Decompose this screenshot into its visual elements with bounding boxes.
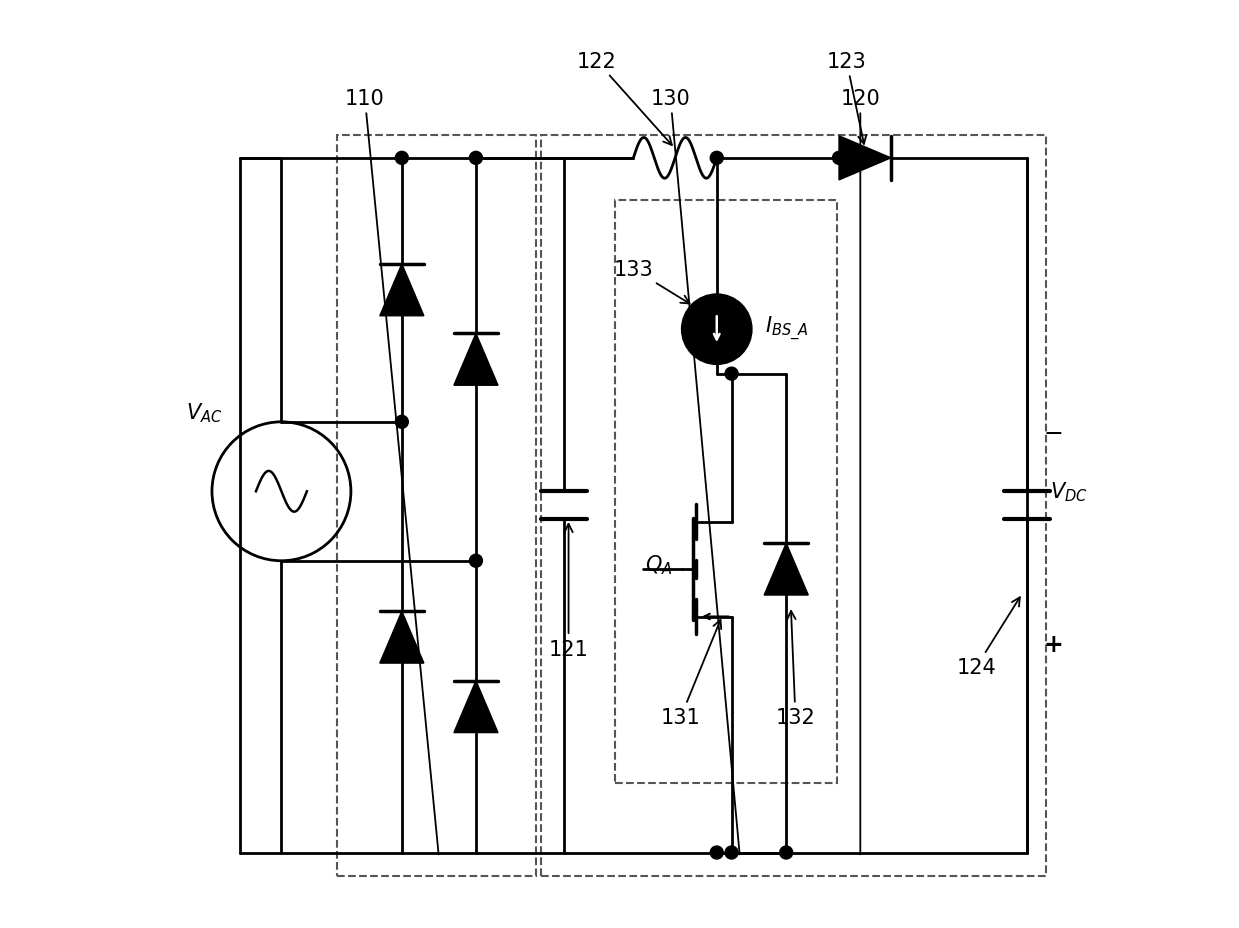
Circle shape xyxy=(710,846,724,859)
Text: $I_{BS\_A}$: $I_{BS\_A}$ xyxy=(764,314,809,342)
Circle shape xyxy=(779,846,793,859)
Circle shape xyxy=(395,152,409,165)
Bar xyxy=(540,135,1046,876)
Text: 121: 121 xyxy=(549,524,589,659)
Text: +: + xyxy=(1043,632,1063,656)
Text: 110: 110 xyxy=(344,88,439,855)
Circle shape xyxy=(681,295,752,365)
Text: 133: 133 xyxy=(613,260,690,304)
Circle shape xyxy=(833,152,845,165)
Text: 132: 132 xyxy=(776,612,815,728)
Text: 122: 122 xyxy=(576,52,672,146)
Polygon shape xyxy=(453,334,498,386)
Circle shape xyxy=(710,152,724,165)
Bar xyxy=(337,135,536,876)
Circle shape xyxy=(725,846,738,859)
Text: $V_{AC}$: $V_{AC}$ xyxy=(186,401,223,425)
Circle shape xyxy=(395,416,409,429)
Polygon shape xyxy=(453,681,498,733)
Polygon shape xyxy=(839,136,891,181)
Text: $-$: $-$ xyxy=(1043,419,1063,444)
Bar xyxy=(615,200,838,783)
Text: 120: 120 xyxy=(840,88,880,855)
Polygon shape xyxy=(764,544,808,596)
Text: 123: 123 xyxy=(826,52,866,145)
Circle shape xyxy=(470,152,482,165)
Circle shape xyxy=(470,555,482,568)
Text: 130: 130 xyxy=(650,88,740,855)
Text: 131: 131 xyxy=(660,620,721,728)
Polygon shape xyxy=(380,612,424,664)
Polygon shape xyxy=(380,264,424,316)
Text: 124: 124 xyxy=(957,598,1020,677)
Text: $V_{DC}$: $V_{DC}$ xyxy=(1051,480,1088,504)
Circle shape xyxy=(725,367,738,380)
Text: $Q_A$: $Q_A$ xyxy=(644,553,673,576)
